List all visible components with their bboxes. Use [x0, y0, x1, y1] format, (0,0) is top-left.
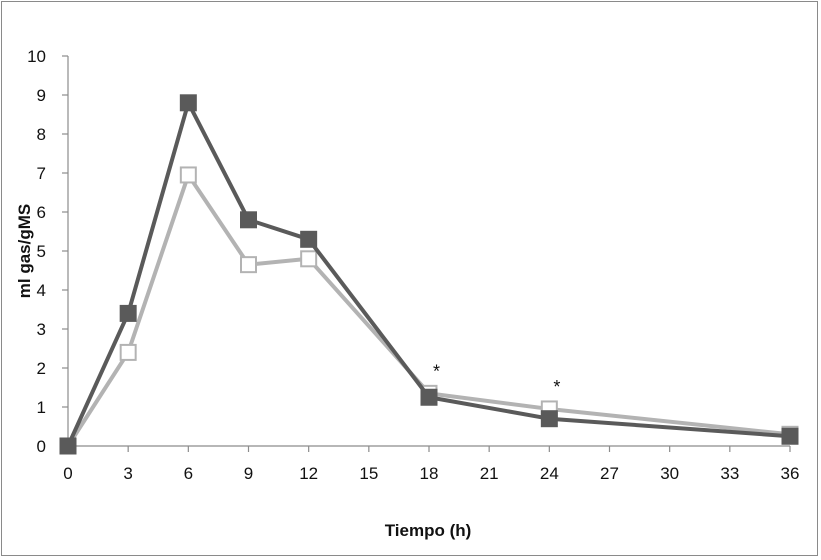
x-tick-label: 9 — [244, 464, 253, 483]
x-tick-label: 24 — [540, 464, 559, 483]
x-tick-label: 6 — [184, 464, 193, 483]
series-filled-squares — [59, 94, 799, 455]
data-point-filled-squares — [540, 410, 558, 428]
data-point-filled-squares — [420, 388, 438, 406]
y-axis-title: ml gas/gMS — [15, 204, 34, 298]
x-tick-label: 15 — [359, 464, 378, 483]
annotations: ** — [433, 361, 560, 397]
x-tick-label: 3 — [123, 464, 132, 483]
x-tick-label: 36 — [781, 464, 800, 483]
series-line-open-squares — [66, 172, 791, 448]
data-point-filled-squares — [179, 94, 197, 112]
y-tick-label: 7 — [37, 164, 46, 183]
data-point-open-squares — [300, 250, 318, 268]
y-tick-label: 3 — [37, 320, 46, 339]
data-point-open-squares — [179, 166, 197, 184]
x-tick-label: 30 — [660, 464, 679, 483]
significance-asterisk: * — [433, 361, 440, 381]
data-point-filled-squares — [300, 230, 318, 248]
data-point-open-squares — [119, 343, 137, 361]
y-tick-label: 8 — [37, 125, 46, 144]
data-point-filled-squares — [781, 427, 799, 445]
y-tick-label: 9 — [37, 86, 46, 105]
y-tick-label: 4 — [37, 281, 46, 300]
y-tick-label: 6 — [37, 203, 46, 222]
significance-asterisk: * — [553, 377, 560, 397]
y-axis: 0 1 2 3 4 5 6 7 8 9 10 — [27, 47, 69, 456]
x-tick-label: 33 — [720, 464, 739, 483]
data-point-filled-squares — [240, 211, 257, 229]
y-tick-label: 0 — [37, 437, 46, 456]
data-point-filled-squares — [59, 437, 77, 455]
series-open-squares — [59, 166, 799, 455]
x-tick-label: 27 — [600, 464, 619, 483]
data-point-open-squares — [240, 256, 257, 274]
x-tick-label: 21 — [480, 464, 499, 483]
y-tick-label: 10 — [27, 47, 46, 66]
series-line-filled-squares — [66, 100, 791, 447]
x-tick-label: 18 — [420, 464, 439, 483]
x-axis: 0 3 6 9 12 15 18 21 24 27 30 33 36 — [63, 445, 800, 483]
series-layer — [59, 94, 799, 455]
y-tick-label: 2 — [37, 359, 46, 378]
x-tick-label: 12 — [299, 464, 318, 483]
x-axis-title: Tiempo (h) — [385, 521, 472, 540]
y-tick-label: 5 — [37, 242, 46, 261]
x-tick-label: 0 — [63, 464, 72, 483]
y-tick-label: 1 — [37, 398, 46, 417]
data-point-filled-squares — [119, 304, 137, 322]
